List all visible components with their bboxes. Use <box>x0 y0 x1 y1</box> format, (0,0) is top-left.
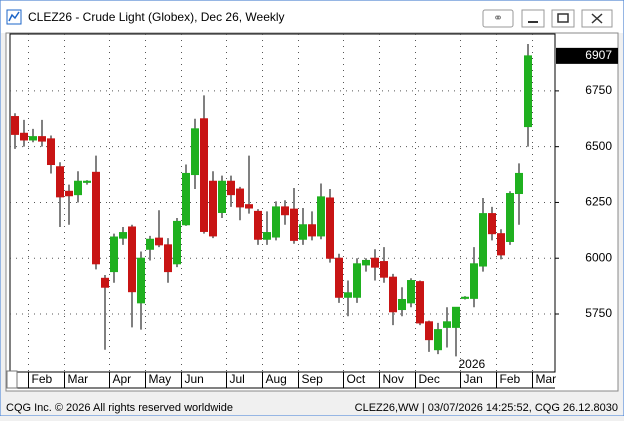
x-tick-label: Sep <box>302 372 324 386</box>
x-tick-label: Feb <box>32 372 53 386</box>
candle-body <box>524 55 532 128</box>
candle-body <box>20 132 28 141</box>
candle-body <box>344 292 352 298</box>
y-tick-label: 6500 <box>585 139 612 153</box>
candle-body <box>443 321 451 328</box>
candle-body <box>497 233 505 256</box>
link-button[interactable] <box>482 9 514 28</box>
x-tick-label: Mar <box>536 372 557 386</box>
candle-body <box>425 321 433 341</box>
x-tick-label: Jun <box>185 372 204 386</box>
minimize-button[interactable] <box>521 9 545 28</box>
candle-body <box>506 193 514 242</box>
title-bar <box>1 1 623 33</box>
footer-status: CLEZ26,WW | 03/07/2026 14:25:52, CQG 26.… <box>355 402 618 414</box>
x-tick-label: Apr <box>113 372 132 386</box>
candle-body <box>398 298 406 311</box>
candle-body <box>83 180 91 183</box>
candle-body <box>182 172 190 226</box>
candle-body <box>191 128 199 176</box>
candle-body <box>335 257 343 298</box>
candle-body <box>74 180 82 196</box>
x-tick-label: Oct <box>347 372 366 386</box>
candle-body <box>416 281 424 324</box>
maximize-icon <box>557 13 569 23</box>
candle-body <box>317 196 325 237</box>
candle-body <box>299 224 307 240</box>
x-tick-label: Jan <box>464 372 483 386</box>
candle-body <box>110 236 118 273</box>
candle-body <box>290 208 298 241</box>
candle-body <box>461 296 469 299</box>
candle-body <box>92 171 100 265</box>
candle-body <box>119 232 127 239</box>
candle-body <box>434 329 442 351</box>
app-icon-graph <box>8 11 20 22</box>
candle-body <box>245 204 253 209</box>
candle-body <box>326 197 334 259</box>
last-price-box <box>556 47 618 64</box>
candle-body <box>272 206 280 238</box>
window-title: CLEZ26 - Crude Light (Globex), Dec 26, W… <box>28 10 285 24</box>
candle-body <box>254 210 262 240</box>
candle-body <box>488 213 496 235</box>
candle-body <box>200 118 208 232</box>
y-tick-label: 6000 <box>585 250 612 264</box>
x-tick-label: Aug <box>266 372 287 386</box>
candle-body <box>146 238 154 250</box>
candle-body <box>380 261 388 278</box>
y-tick-label: 5750 <box>585 306 612 320</box>
candle-body <box>479 213 487 267</box>
candle-body <box>389 276 397 313</box>
candle-body <box>56 166 64 198</box>
candle-body <box>65 190 73 197</box>
link-icon: ⚭ <box>493 11 503 25</box>
candle-body <box>128 226 136 293</box>
plot-area <box>9 33 556 373</box>
candle-body <box>236 188 244 208</box>
x-tick-label: Feb <box>500 372 521 386</box>
candle-body <box>308 224 316 237</box>
candle-body <box>155 237 163 246</box>
maximize-button[interactable] <box>551 9 575 28</box>
candle-body <box>362 259 370 266</box>
candle-body <box>281 206 289 216</box>
footer-copyright: CQG Inc. © 2026 All rights reserved worl… <box>6 402 233 414</box>
candle-body <box>452 306 460 328</box>
candle-body <box>173 220 181 265</box>
x-tick-label: Jul <box>230 372 245 386</box>
candle-body <box>47 138 55 166</box>
candle-body <box>227 180 235 196</box>
candle-body <box>353 263 361 298</box>
candle-body <box>470 263 478 299</box>
last-price-label: 6907 <box>585 48 612 62</box>
close-icon <box>591 13 603 24</box>
candle-body <box>407 280 415 304</box>
candle-body <box>11 116 19 135</box>
candle-body <box>29 136 37 141</box>
candle-body <box>371 257 379 268</box>
candle-body <box>38 136 46 142</box>
candle-body <box>164 244 172 273</box>
year-label: 2026 <box>459 357 486 371</box>
candle-body <box>209 180 217 237</box>
y-tick-label: 6250 <box>585 195 612 209</box>
candle-body <box>101 277 109 288</box>
x-tick-label: May <box>149 372 172 386</box>
candle-body <box>218 180 226 213</box>
y-tick-label: 6750 <box>585 83 612 97</box>
x-tick-label: Mar <box>68 372 89 386</box>
candle-body <box>263 232 271 240</box>
candle-body <box>137 257 145 304</box>
x-tick-label: Nov <box>383 372 404 386</box>
x-tick-label: Dec <box>419 372 440 386</box>
scroll-handle[interactable] <box>6 370 18 389</box>
candle-body <box>515 172 523 195</box>
